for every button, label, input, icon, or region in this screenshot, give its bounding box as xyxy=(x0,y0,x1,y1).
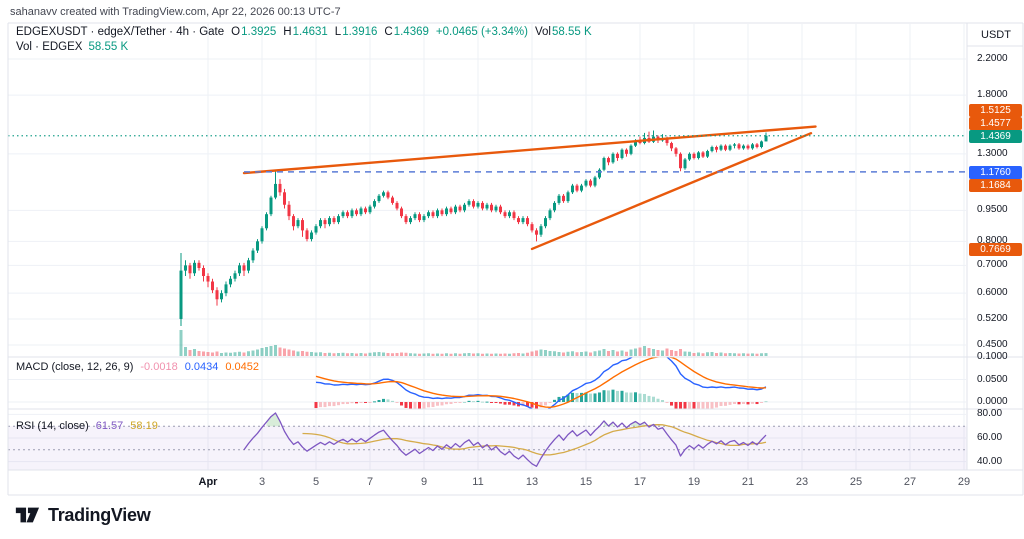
symbol-title[interactable]: EDGEXUSDT · edgeX/Tether · 4h · Gate xyxy=(16,26,225,38)
open-readout: O 1.3925 xyxy=(231,26,277,38)
time-tick: 15 xyxy=(579,476,593,488)
price-axis[interactable]: USDT 2.2000 1.8000 1.3000 0.9500 0.8000 0.700… xyxy=(968,0,1024,495)
gridlines xyxy=(8,24,966,470)
volume-value: 58.55 K xyxy=(88,41,129,53)
price-tick: 0.8000 xyxy=(977,235,1008,247)
macd-tick: 0.0000 xyxy=(977,396,1008,407)
low-readout: L 1.3916 xyxy=(334,26,378,38)
time-tick: Apr xyxy=(198,476,218,488)
macd-line-value: 0.0434 xyxy=(184,361,219,373)
time-tick: 29 xyxy=(957,476,971,488)
time-tick: 7 xyxy=(366,476,374,488)
time-tick: 11 xyxy=(472,476,484,488)
rsi-legend[interactable]: RSI (14, close) 61.57 58.19 xyxy=(16,420,158,432)
price-tick: 0.6000 xyxy=(977,287,1008,299)
time-tick: 25 xyxy=(849,476,863,488)
time-tick: 5 xyxy=(312,476,320,488)
rsi-title: RSI (14, close) xyxy=(16,420,89,432)
price-badge: 1.4369 xyxy=(969,130,1022,143)
macd-hist-value: -0.0018 xyxy=(140,361,178,373)
volume-readout: Vol 58.55 K xyxy=(534,26,592,38)
price-tick: 0.9500 xyxy=(977,204,1008,216)
axis-currency-label[interactable]: USDT xyxy=(981,29,1011,41)
volume-legend[interactable]: Vol · EDGEX 58.55 K xyxy=(16,41,129,53)
time-tick: 21 xyxy=(741,476,755,488)
price-tick: 1.8000 xyxy=(977,89,1008,101)
price-tick: 2.2000 xyxy=(977,52,1008,64)
drawings[interactable] xyxy=(8,125,966,251)
price-tick: 1.3000 xyxy=(977,147,1008,159)
tradingview-logo-icon xyxy=(15,507,40,523)
symbol-legend[interactable]: EDGEXUSDT · edgeX/Tether · 4h · Gate O 1.… xyxy=(16,26,592,38)
tradingview-logo[interactable]: TradingView xyxy=(14,502,151,528)
change-readout: +0.0465 (+3.34%) xyxy=(435,26,528,38)
price-badge: 1.1684 xyxy=(969,179,1022,192)
rsi-ma-value: 58.19 xyxy=(130,420,158,432)
price-badge: 1.4577 xyxy=(969,117,1022,130)
price-badge: 0.7669 xyxy=(969,243,1022,256)
time-tick: 3 xyxy=(258,476,266,488)
macd-signal-value: 0.0452 xyxy=(225,361,259,373)
time-axis[interactable]: Apr 3 5 7 9 11 13 15 17 19 21 23 25 27 29 xyxy=(0,470,1024,495)
macd-tick: 0.0500 xyxy=(977,373,1008,385)
macd-legend[interactable]: MACD (close, 12, 26, 9) -0.0018 0.0434 0… xyxy=(16,361,259,373)
price-tick: 0.4500 xyxy=(977,339,1008,351)
macd-indicator xyxy=(314,357,768,409)
high-readout: H 1.4631 xyxy=(283,26,328,38)
rsi-indicator xyxy=(8,412,967,470)
time-tick: 13 xyxy=(525,476,539,488)
attribution-text: sahanavv created with TradingView.com, A… xyxy=(10,6,341,18)
trendline xyxy=(242,125,817,175)
close-readout: C 1.4369 xyxy=(384,26,429,38)
tradingview-logo-text: TradingView xyxy=(48,504,151,525)
rsi-tick: 40.00 xyxy=(977,455,1003,467)
rsi-value: 61.57 xyxy=(95,420,124,432)
price-tick: 0.5200 xyxy=(977,312,1008,324)
pane-borders xyxy=(7,22,1024,496)
time-tick: 19 xyxy=(687,476,701,488)
macd-tick: 0.1000 xyxy=(977,351,1008,362)
volume-series xyxy=(179,330,768,356)
rsi-tick: 80.00 xyxy=(977,408,1003,420)
price-badge: 1.5125 xyxy=(969,104,1022,117)
price-tick: 0.7000 xyxy=(977,259,1008,271)
time-tick: 17 xyxy=(633,476,647,488)
time-tick: 9 xyxy=(420,476,428,488)
macd-title: MACD (close, 12, 26, 9) xyxy=(16,361,134,373)
rsi-tick: 60.00 xyxy=(977,432,1003,443)
candles-series xyxy=(179,130,768,327)
trendline xyxy=(530,131,813,251)
price-badge: 1.1760 xyxy=(969,166,1022,179)
time-tick: 23 xyxy=(795,476,809,488)
time-tick: 27 xyxy=(903,476,917,488)
